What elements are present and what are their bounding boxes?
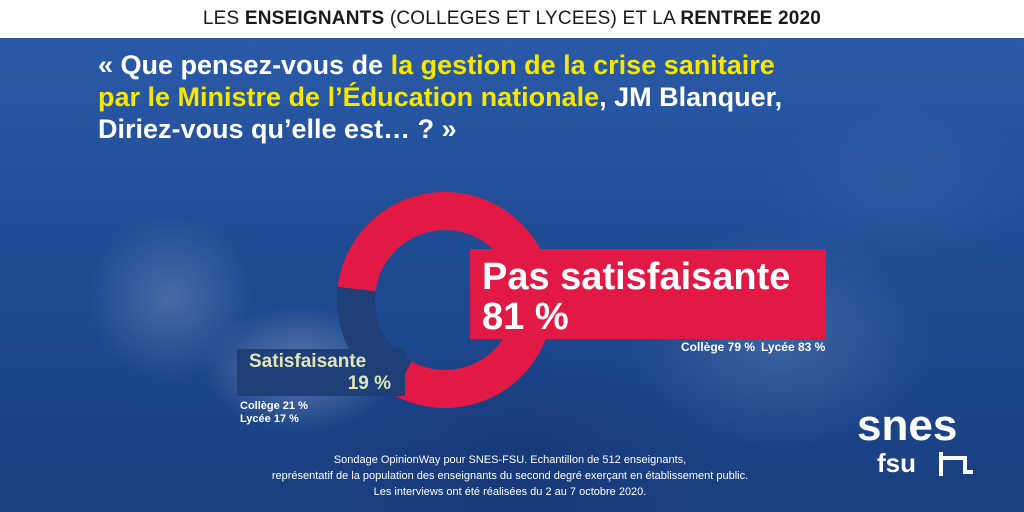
logo-text-snes: snes — [857, 401, 957, 450]
breakdown-lycee: Lycée 17 % — [240, 413, 299, 425]
breakdown-college: Collège 21 % — [240, 400, 308, 412]
footnote-line: représentatif de la population des ensei… — [271, 470, 749, 482]
slice-pas-satisfaisante — [337, 192, 553, 408]
header-banner: LES ENSEIGNANTS (COLLEGES ET LYCEES) ET … — [0, 0, 1024, 38]
snes-fsu-logo: snes fsu — [857, 401, 973, 478]
header-text: LES ENSEIGNANTS (COLLEGES ET LYCEES) ET … — [202, 8, 822, 29]
footnote-line: Sondage OpinionWay pour SNES-FSU. Echant… — [333, 454, 687, 466]
category-label: Satisfaisante — [249, 351, 367, 372]
breakdown-college: Collège 79 % — [681, 340, 756, 354]
breakdown-pas-satisfaisante: Collège 79 % Lycée 83 % — [681, 340, 825, 354]
value-label: 81 % — [482, 296, 569, 338]
footnote-line: Les interviews ont été réalisées du 2 au… — [373, 486, 647, 498]
label-pas-satisfaisante: Pas satisfaisante 81 % — [470, 249, 826, 339]
survey-footnote: Sondage OpinionWay pour SNES-FSU. Echant… — [210, 452, 810, 500]
survey-question: « Que pensez-vous de la gestion de la cr… — [98, 50, 783, 144]
category-label: Pas satisfaisante — [482, 256, 791, 298]
logo-text-fsu: fsu — [877, 448, 916, 478]
value-label: 19 % — [347, 373, 391, 394]
logo-mark-icon — [939, 452, 973, 476]
label-satisfaisante: Satisfaisante 19 % — [237, 349, 405, 396]
breakdown-lycee: Lycée 83 % — [761, 340, 826, 354]
breakdown-satisfaisante: Collège 21 % Lycée 17 % — [240, 400, 308, 426]
